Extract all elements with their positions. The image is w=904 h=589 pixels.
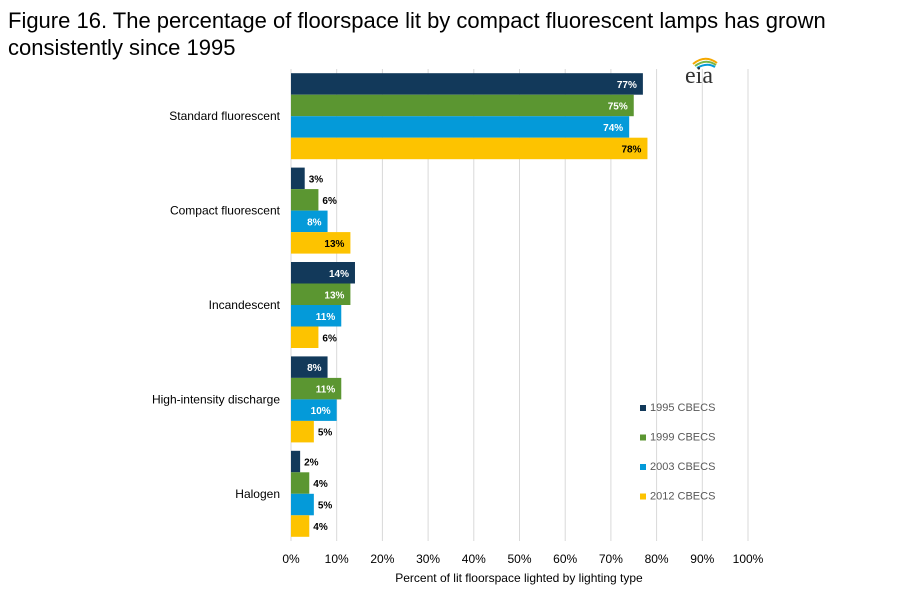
bar [291, 399, 337, 421]
bar [291, 116, 630, 138]
bar-value-label: 6% [322, 196, 337, 207]
bar [291, 262, 355, 284]
bar [291, 326, 319, 348]
category-label: Compact fluorescent [170, 204, 281, 218]
svg-text:eia: eia [685, 63, 713, 86]
eia-logo: eia [685, 57, 718, 86]
bar [291, 94, 634, 117]
legend-swatch [640, 405, 646, 411]
bar [291, 493, 314, 516]
bar-value-label: 11% [316, 385, 336, 396]
bar-value-label: 11% [316, 312, 336, 323]
bar [291, 450, 301, 473]
bar-value-label: 8% [307, 217, 322, 228]
bar-value-label: 13% [324, 239, 344, 250]
legend-label: 1995 CBECS [650, 402, 715, 414]
x-axis-label: Percent of lit floorspace lighted by lig… [395, 571, 643, 585]
category-labels: Standard fluorescent Compact fluorescent I… [152, 109, 281, 501]
x-tick-label: 80% [645, 552, 669, 566]
category-label: High-intensity discharge [152, 392, 280, 406]
legend-label: 1999 CBECS [650, 432, 715, 444]
bar [291, 283, 351, 305]
legend-label: 2012 CBECS [650, 491, 715, 503]
x-tick-label: 60% [553, 552, 577, 566]
bar [291, 137, 648, 160]
x-tick-label: 40% [462, 552, 486, 566]
bar-value-label: 14% [329, 269, 349, 280]
x-tick-label: 0% [282, 552, 300, 566]
legend-swatch [640, 464, 646, 470]
bar-value-label: 5% [318, 501, 333, 512]
category-label: Incandescent [209, 298, 281, 312]
bar-value-label: 3% [309, 174, 324, 185]
bar [291, 167, 305, 190]
x-tick-label: 50% [507, 552, 531, 566]
bar-value-label: 75% [608, 101, 628, 112]
legend-swatch [640, 434, 646, 441]
bars-group: 77%75%74%78%3%6%8%13%14%13%11%6%8%11%10%… [291, 73, 648, 537]
bar [291, 305, 342, 327]
bar [291, 472, 310, 494]
bar-value-label: 10% [311, 406, 331, 417]
bar-value-label: 5% [318, 428, 333, 439]
bar-value-label: 13% [324, 290, 344, 301]
bar-value-label: 2% [304, 458, 319, 469]
bar [291, 515, 310, 537]
legend: 1995 CBECS 1999 CBECS 2003 CBECS 2012 CBECS [640, 402, 715, 503]
x-tick-label: 70% [599, 552, 623, 566]
bar [291, 210, 328, 233]
bar-value-label: 4% [313, 479, 328, 490]
x-tick-label: 10% [325, 552, 349, 566]
x-tick-label: 20% [370, 552, 394, 566]
x-tick-labels: 0% 10% 20% 30% 40% 50% 60% 70% 80% 90% 100% [282, 552, 763, 566]
bar-value-label: 8% [307, 363, 322, 374]
x-tick-label: 100% [733, 552, 764, 566]
bar-value-label: 6% [322, 333, 337, 344]
bar-value-label: 4% [313, 522, 328, 533]
bar [291, 189, 319, 211]
legend-label: 2003 CBECS [650, 461, 715, 473]
bar-value-label: 77% [617, 80, 637, 91]
category-label: Standard fluorescent [169, 109, 280, 123]
bar-value-label: 78% [621, 144, 641, 155]
chart-title: Figure 16. The percentage of floorspace … [8, 8, 826, 60]
bar [291, 377, 342, 400]
bar [291, 356, 328, 378]
x-tick-label: 90% [690, 552, 714, 566]
category-label: Halogen [235, 487, 280, 501]
bar-value-label: 74% [603, 123, 623, 134]
bar [291, 73, 643, 95]
bar [291, 420, 314, 443]
legend-swatch [640, 493, 646, 500]
bar [291, 232, 351, 254]
x-tick-label: 30% [416, 552, 440, 566]
